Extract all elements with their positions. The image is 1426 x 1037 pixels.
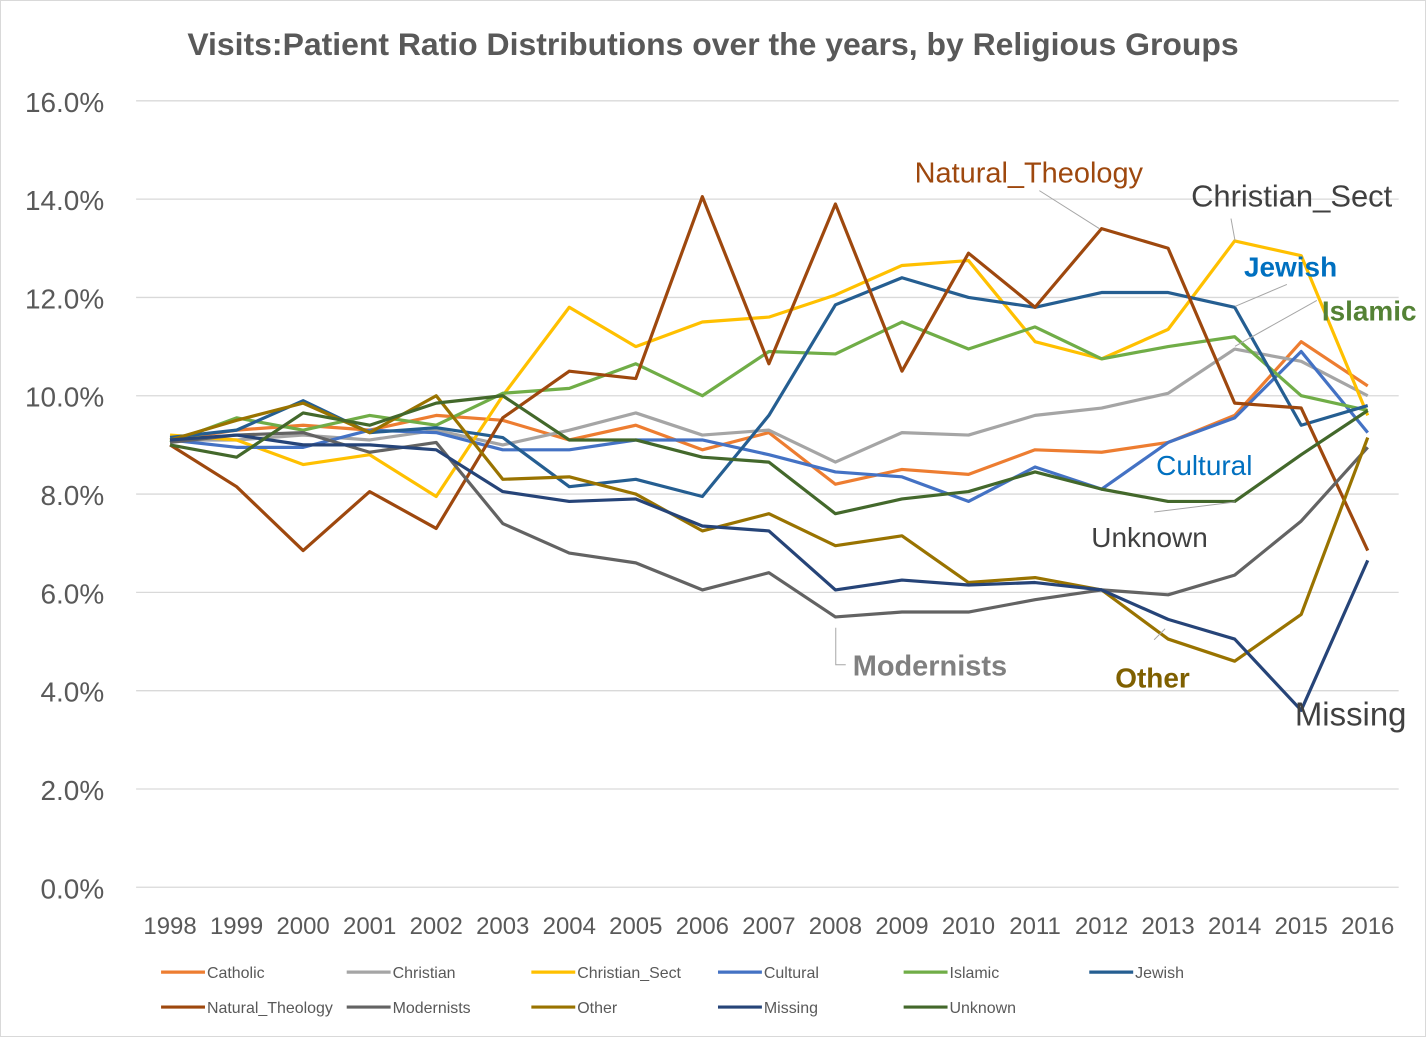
x-tick-label: 2016 (1341, 913, 1394, 940)
series-line-natural-theology (169, 195, 1370, 553)
series-line-unknown (169, 394, 1369, 516)
y-tick-label: 2.0% (40, 775, 104, 806)
y-tick-label: 8.0% (40, 480, 104, 511)
series-line-christian-sect (169, 239, 1370, 499)
legend-item-christian-sect: Christian_Sect (531, 965, 682, 982)
series-label-natural-theology: Natural_Theology (915, 158, 1144, 190)
x-tick-label: 2009 (875, 913, 928, 940)
x-tick-label: 2008 (809, 913, 862, 940)
legend-item-missing: Missing (717, 1000, 818, 1017)
series-line-modernists (169, 431, 1369, 619)
legend-item-unknown: Unknown (903, 1000, 1017, 1017)
y-tick-label: 0.0% (40, 873, 104, 904)
series-line-missing (169, 433, 1370, 712)
legend-item-cultural: Cultural (717, 965, 819, 982)
legend: Catholic Christian Christian_Sect Cultural I… (161, 965, 1184, 1017)
legend-label: Natural_Theology (207, 1000, 333, 1017)
y-axis-ticks: 0.0% 2.0% 4.0% 6.0% 8.0% 10.0% 12.0% 14.0% 16.0% (25, 87, 104, 904)
legend-item-other: Other (531, 1000, 618, 1017)
leader-line (1234, 283, 1288, 307)
x-tick-label: 2000 (276, 913, 329, 940)
series-label-christian-sect: Christian_Sect (1191, 179, 1393, 214)
series-line-islamic (169, 320, 1369, 444)
legend-item-modernists: Modernists (346, 1000, 471, 1017)
x-tick-label: 2012 (1075, 913, 1128, 940)
series-label-islamic: Islamic (1322, 295, 1417, 326)
series-label-cultural: Cultural (1156, 450, 1252, 481)
legend-item-jewish: Jewish (1089, 965, 1184, 982)
y-tick-label: 12.0% (25, 283, 104, 314)
x-tick-label: 2013 (1141, 913, 1194, 940)
x-tick-label: 2007 (742, 913, 795, 940)
y-tick-label: 16.0% (25, 87, 104, 118)
series-label-modernists: Modernists (853, 651, 1007, 683)
x-tick-label: 1998 (143, 913, 196, 940)
x-tick-label: 2010 (942, 913, 995, 940)
leader-line (1234, 299, 1318, 347)
legend-label: Jewish (1135, 965, 1184, 982)
y-tick-label: 10.0% (25, 382, 104, 413)
legend-item-natural-theology: Natural_Theology (161, 1000, 333, 1017)
legend-label: Unknown (950, 1000, 1017, 1017)
leader-line (1230, 218, 1236, 241)
y-tick-label: 14.0% (25, 185, 104, 216)
legend-label: Christian (393, 965, 456, 982)
leader-line (835, 627, 846, 666)
legend-label: Other (577, 1000, 618, 1017)
x-axis-ticks: 1998 1999 2000 2001 2002 2003 2004 2005 2006 2007… (143, 913, 1394, 940)
series-labels: Natural_Theology Christian_Sect Jewish Isla… (853, 158, 1417, 733)
x-tick-label: 2003 (476, 913, 529, 940)
series-label-jewish: Jewish (1244, 251, 1337, 282)
x-tick-label: 2011 (1009, 913, 1060, 940)
legend-label: Cultural (764, 965, 819, 982)
chart-title: Visits:Patient Ratio Distributions over … (187, 26, 1238, 62)
legend-item-islamic: Islamic (903, 965, 1000, 982)
leader-line (1153, 628, 1166, 641)
x-tick-label: 2006 (676, 913, 729, 940)
x-tick-label: 2014 (1208, 913, 1261, 940)
x-tick-label: 2015 (1275, 913, 1328, 940)
legend-label: Modernists (393, 1000, 471, 1017)
legend-label: Christian_Sect (577, 965, 681, 982)
legend-item-catholic: Catholic (161, 965, 265, 982)
leader-line (1154, 501, 1236, 513)
label-leader-lines (835, 190, 1318, 666)
series-line-christian (170, 347, 1369, 464)
x-tick-label: 1999 (210, 913, 263, 940)
legend-label: Islamic (950, 965, 1000, 982)
x-tick-label: 2005 (609, 913, 662, 940)
legend-item-christian: Christian (346, 965, 456, 982)
leader-line (1039, 190, 1100, 229)
series-label-missing: Missing (1295, 696, 1407, 733)
series-label-other: Other (1115, 663, 1190, 694)
series-lines (169, 195, 1370, 712)
x-tick-label: 2001 (343, 913, 396, 940)
y-tick-label: 6.0% (40, 578, 104, 609)
x-tick-label: 2002 (410, 913, 463, 940)
series-label-unknown: Unknown (1091, 522, 1207, 553)
y-tick-label: 4.0% (40, 677, 104, 708)
series-line-cultural (169, 349, 1369, 504)
x-tick-label: 2004 (543, 913, 596, 940)
gridlines (136, 100, 1399, 888)
legend-label: Catholic (207, 965, 265, 982)
series-line-other (169, 394, 1370, 663)
legend-label: Missing (764, 1000, 818, 1017)
